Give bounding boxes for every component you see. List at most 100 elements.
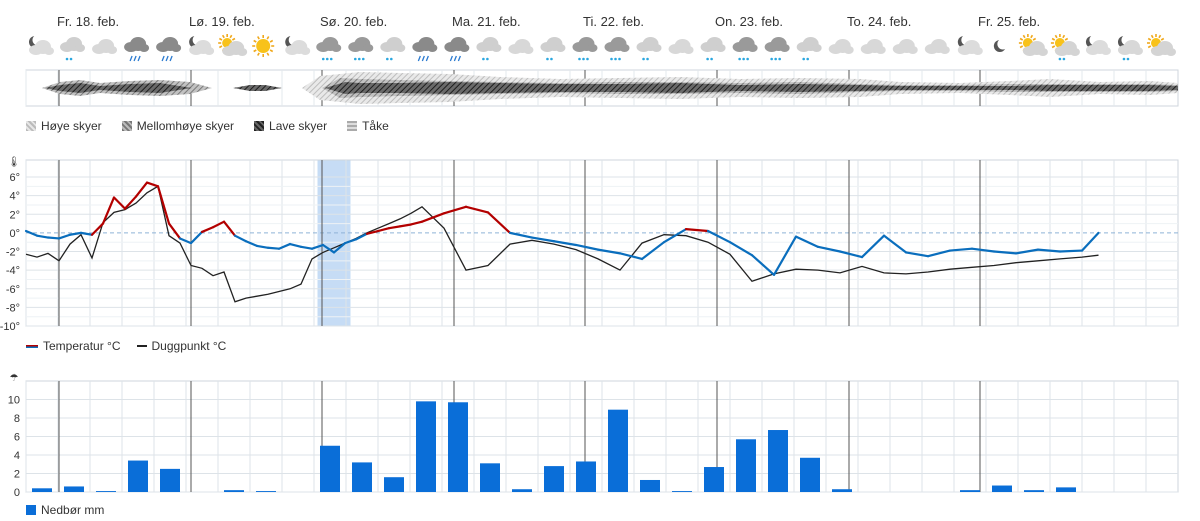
day-label: Fr. 25. feb. <box>978 14 1040 29</box>
snow-light-icon <box>476 37 502 61</box>
temperature-line-segment <box>1036 248 1062 253</box>
precip-bar <box>32 488 52 492</box>
rain-icon <box>444 37 470 62</box>
moon-cloud-icon <box>29 34 54 55</box>
temperature-line-segment <box>750 254 776 276</box>
high-cloud-label: Høye skyer <box>41 119 102 133</box>
sun-icon <box>252 35 275 57</box>
low-cloud-band <box>233 85 282 91</box>
day-label: Ti. 22. feb. <box>583 14 644 29</box>
temp-tick-label: -4° <box>6 265 20 277</box>
precip-bar <box>384 477 404 492</box>
precip-tick-label: 8 <box>14 413 20 425</box>
temp-tick-label: -8° <box>6 302 20 314</box>
temperature-line-segment <box>101 196 116 225</box>
temperature-line-segment <box>24 229 39 237</box>
temperature-line-segment <box>123 195 138 210</box>
temperature-line-segment <box>200 226 215 234</box>
temperature-line-segment <box>420 212 446 223</box>
precip-label: Nedbør mm <box>41 503 105 517</box>
precip-bar <box>672 491 692 492</box>
snow-light-icon <box>380 37 406 61</box>
thermometer-icon: 🌡 <box>8 156 21 168</box>
temperature-line-segment <box>233 234 248 243</box>
precip-tick-label: 4 <box>14 450 20 462</box>
temperature-line-segment <box>904 251 930 258</box>
precip-bar <box>576 461 596 492</box>
precip-bar <box>128 460 148 492</box>
temperature-line-segment <box>299 245 314 250</box>
cloud-icon <box>860 39 886 54</box>
temperature-line-segment <box>68 231 83 236</box>
temperature-line-segment <box>145 181 160 188</box>
temperature-line-segment <box>860 234 886 259</box>
temperature-line-segment <box>706 229 732 244</box>
moon-cloud-icon <box>1085 34 1111 55</box>
precip-bar <box>512 489 532 492</box>
cloud-icon <box>668 39 694 54</box>
low-cloud-swatch <box>254 121 265 131</box>
temp-tick-label: -10° <box>0 321 20 333</box>
temperature-line-segment <box>211 220 226 229</box>
snow-icon <box>732 37 758 61</box>
moon-cloud-icon <box>189 34 215 55</box>
precip-bar <box>320 445 340 492</box>
sun-cloud-icon <box>1147 34 1176 56</box>
precip-bar <box>416 401 436 492</box>
precip-bar <box>832 489 852 492</box>
precip-bar <box>704 467 724 492</box>
precip-swatch <box>26 505 36 515</box>
snow-icon <box>604 37 630 61</box>
precip-bar <box>352 462 372 492</box>
precip-legend: Nedbør mm <box>26 503 104 517</box>
temperature-line-segment <box>530 236 556 243</box>
temperature-line-segment <box>1014 248 1040 255</box>
precip-tick-label: 0 <box>14 487 20 499</box>
temp-legend: Temperatur °C Duggpunkt °C <box>26 339 226 353</box>
snow-light-icon <box>636 37 662 61</box>
dew-label: Duggpunkt °C <box>151 339 227 353</box>
precip-tick-label: 10 <box>8 395 20 407</box>
temperature-line-segment <box>255 244 270 249</box>
fog-swatch <box>347 121 358 131</box>
precip-bar <box>960 490 980 492</box>
temperature-line-segment <box>244 240 259 248</box>
snow-icon <box>316 37 342 61</box>
sun-cloud-icon <box>218 34 248 56</box>
dew-swatch <box>136 345 147 347</box>
day-label: Fr. 18. feb. <box>57 14 119 29</box>
precip-tick-label: 6 <box>14 432 20 444</box>
temperature-line-segment <box>486 211 512 234</box>
precip-bar <box>1056 487 1076 492</box>
temperature-line-segment <box>772 235 798 276</box>
snow-light-icon <box>60 37 86 61</box>
snow-light-icon <box>700 37 726 61</box>
day-label: Sø. 20. feb. <box>320 14 387 29</box>
umbrella-icon: ☂ <box>10 373 19 384</box>
cloud-legend: Høye skyer Mellomhøye skyer Lave skyer T… <box>26 119 389 133</box>
temperature-line-segment <box>288 242 303 248</box>
temperature-line-segment <box>662 228 688 244</box>
precip-bar <box>608 409 628 492</box>
cloud-icon <box>892 39 918 54</box>
temperature-line-segment <box>35 234 50 239</box>
temperature-line-segment <box>508 231 534 239</box>
snow-light-icon <box>540 37 566 61</box>
temperature-line-segment <box>57 233 72 240</box>
temperature-line-segment <box>1058 249 1084 253</box>
cloud-icon <box>92 39 118 54</box>
temp-tick-label: 4° <box>9 191 20 203</box>
precip-bar <box>96 491 116 492</box>
temp-tick-label: -2° <box>6 247 20 259</box>
precip-bar <box>768 430 788 492</box>
precip-bar <box>800 457 820 492</box>
temperature-line-segment <box>398 223 413 228</box>
precip-bar <box>256 491 276 492</box>
temp-tick-label: 0° <box>9 228 20 240</box>
fog-label: Tåke <box>362 119 389 133</box>
temperature-line-segment <box>134 181 149 198</box>
temp-swatch <box>26 344 38 348</box>
precip-bar <box>480 463 500 492</box>
precip-bar <box>544 466 564 492</box>
